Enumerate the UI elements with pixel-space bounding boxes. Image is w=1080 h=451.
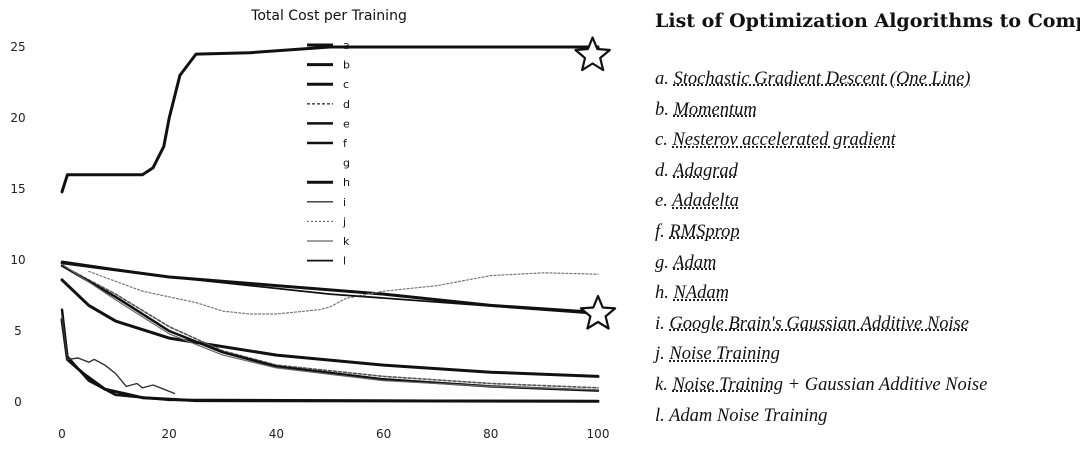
series-line-i [61,316,176,395]
algorithm-link[interactable]: Adam [673,252,717,273]
legend-label-e: e [343,117,350,130]
algorithm-item-prefix: d. [655,160,674,181]
chart-title: Total Cost per Training [250,8,407,24]
series-line-b [60,261,600,314]
algorithm-item: h. NAdam [655,278,1075,309]
algorithm-item-text: + Gaussian Additive Noise [782,374,988,395]
algorithm-item: l. Adam Noise Training [655,401,1075,432]
algorithm-item-text: Adam Noise Training [669,405,828,426]
legend-label-b: b [343,59,350,72]
series-line-a [60,45,600,194]
algorithm-item: e. Adadelta [655,186,1075,217]
algorithm-item-prefix: b. [655,99,674,120]
algorithm-list: a. Stochastic Gradient Descent (One Line… [655,64,1075,431]
x-tick-label: 100 [587,427,610,441]
algorithm-panel: List of Optimization Algorithms to Compa… [655,10,1080,431]
algorithm-link[interactable]: Google Brain's Gaussian Additive Noise [669,313,969,334]
y-tick-label: 5 [14,324,22,338]
x-tick-label: 20 [162,427,177,441]
y-tick-label: 0 [14,395,22,409]
legend-label-g: g [343,157,350,170]
series-line-l [61,260,599,315]
y-tick-label: 25 [10,40,25,54]
algorithm-link[interactable]: NAdam [673,283,730,304]
algorithm-item-prefix: k. [655,374,673,395]
algorithm-item: d. Adagrad [655,156,1075,187]
x-tick-label: 40 [269,427,284,441]
star-marker-1 [574,36,611,72]
algorithm-item: i. Google Brain's Gaussian Additive Nois… [655,309,1075,340]
algorithm-link[interactable]: Adadelta [672,191,739,212]
legend-label-j: j [342,215,346,228]
legend-label-c: c [343,78,349,91]
chart-area: Total Cost per Training 0 5 10 15 20 25 0 20 40 60… [10,8,617,441]
y-tick-label: 20 [10,111,25,125]
legend-label-d: d [343,98,350,111]
algorithm-link[interactable]: Adagrad [673,160,738,181]
algorithm-item: c. Nesterov accelerated gradient [655,125,1075,156]
algorithm-link[interactable]: RMSprop [669,221,740,242]
legend-label-l: l [343,255,346,268]
legend-label-h: h [343,176,350,189]
algorithm-item: f. RMSprop [655,217,1075,248]
y-tick-label: 15 [10,182,25,196]
algorithm-item-prefix: g. [655,252,674,273]
algorithm-link[interactable]: Momentum [673,99,757,120]
algorithm-item-prefix: a. [655,69,674,89]
algorithm-link[interactable]: Stochastic Gradient Descent (One Line) [673,69,971,89]
algorithm-item: b. Momentum [655,95,1075,126]
algorithm-item-prefix: i. [655,313,670,334]
x-tick-label: 0 [58,427,66,441]
series-line-d [61,264,599,389]
algorithm-item: a. Stochastic Gradient Descent (One Line… [655,64,1075,95]
series-line-k [61,263,599,391]
legend-label-k: k [343,235,350,248]
algorithm-item-prefix: c. [655,130,673,151]
series-line-c [60,278,600,378]
algorithm-item-prefix: e. [655,191,673,212]
x-tick-label: 80 [483,427,498,441]
algorithm-link[interactable]: Noise Training [672,374,783,395]
algorithm-item-prefix: h. [655,283,674,304]
star-marker-2 [579,294,617,330]
legend-label-i: i [343,196,346,209]
cost-line-chart: Total Cost per Training 0 5 10 15 20 25 0 20 40 60… [10,8,617,441]
legend-label-a: a [343,39,350,52]
algorithm-item-prefix: f. [655,221,670,242]
algorithm-item-prefix: j. [655,344,670,365]
algorithm-item: j. Noise Training [655,339,1075,370]
series-line-j [88,270,599,315]
legend-label-f: f [343,137,348,150]
algorithm-item: k. Noise Training + Gaussian Additive No… [655,370,1075,401]
y-tick-label: 10 [10,253,25,267]
algorithm-item: g. Adam [655,248,1075,279]
algorithm-item-prefix: l. [655,405,670,426]
x-tick-label: 60 [376,427,391,441]
algorithm-link[interactable]: Noise Training [669,344,780,365]
algorithm-list-heading: List of Optimization Algorithms to Compa… [655,10,1080,32]
algorithm-link[interactable]: Nesterov accelerated gradient [672,130,896,151]
